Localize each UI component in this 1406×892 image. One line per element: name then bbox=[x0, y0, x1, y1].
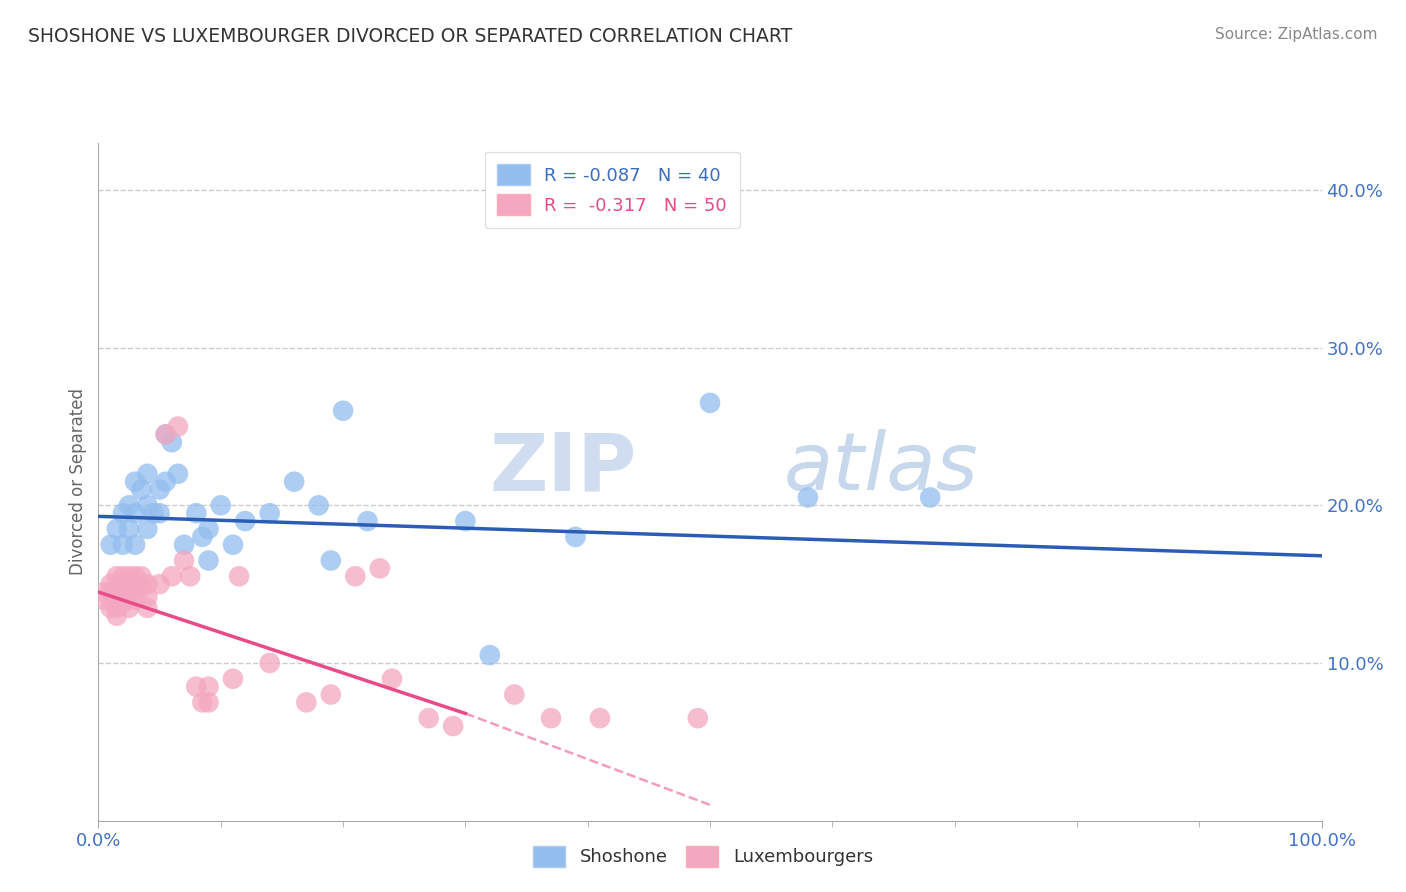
Point bbox=[118, 600, 141, 615]
Point bbox=[797, 491, 820, 505]
Point bbox=[136, 499, 159, 513]
Point bbox=[105, 608, 128, 623]
Legend: R = -0.087   N = 40, R =  -0.317   N = 50: R = -0.087 N = 40, R = -0.317 N = 50 bbox=[485, 152, 740, 227]
Point bbox=[155, 427, 177, 442]
Point bbox=[564, 530, 586, 544]
Point bbox=[186, 680, 208, 694]
Point bbox=[441, 719, 464, 733]
Point bbox=[344, 569, 367, 583]
Point bbox=[100, 585, 122, 599]
Point bbox=[356, 514, 378, 528]
Point bbox=[381, 672, 404, 686]
Point bbox=[167, 419, 190, 434]
Point bbox=[149, 577, 172, 591]
Point bbox=[105, 600, 128, 615]
Point bbox=[222, 538, 245, 552]
Point bbox=[699, 396, 721, 410]
Point bbox=[295, 695, 318, 709]
Point bbox=[100, 577, 122, 591]
Point bbox=[129, 569, 152, 583]
Point bbox=[259, 656, 281, 670]
Point bbox=[118, 499, 141, 513]
Point bbox=[124, 475, 146, 489]
Point bbox=[124, 593, 146, 607]
Point bbox=[920, 491, 942, 505]
Point bbox=[111, 596, 134, 610]
Point bbox=[228, 569, 250, 583]
Point bbox=[129, 580, 152, 594]
Point bbox=[105, 593, 128, 607]
Point bbox=[118, 569, 141, 583]
Point bbox=[136, 590, 159, 604]
Point bbox=[503, 688, 526, 702]
Point bbox=[179, 569, 201, 583]
Point bbox=[111, 569, 134, 583]
Point bbox=[118, 522, 141, 536]
Point bbox=[197, 522, 219, 536]
Point bbox=[686, 711, 709, 725]
Point bbox=[111, 585, 134, 599]
Point bbox=[197, 695, 219, 709]
Point bbox=[118, 577, 141, 591]
Point bbox=[233, 514, 256, 528]
Point bbox=[136, 600, 159, 615]
Text: atlas: atlas bbox=[783, 429, 979, 508]
Point bbox=[589, 711, 612, 725]
Point bbox=[197, 680, 219, 694]
Point bbox=[111, 577, 134, 591]
Point bbox=[155, 475, 177, 489]
Legend: Shoshone, Luxembourgers: Shoshone, Luxembourgers bbox=[526, 838, 880, 874]
Point bbox=[319, 553, 342, 567]
Point bbox=[186, 506, 208, 520]
Point bbox=[142, 506, 165, 520]
Point bbox=[259, 506, 281, 520]
Point bbox=[191, 530, 214, 544]
Point bbox=[124, 506, 146, 520]
Point bbox=[124, 538, 146, 552]
Point bbox=[197, 553, 219, 567]
Point bbox=[105, 522, 128, 536]
Text: SHOSHONE VS LUXEMBOURGER DIVORCED OR SEPARATED CORRELATION CHART: SHOSHONE VS LUXEMBOURGER DIVORCED OR SEP… bbox=[28, 27, 793, 45]
Point bbox=[160, 569, 183, 583]
Point bbox=[173, 553, 195, 567]
Point bbox=[105, 580, 128, 594]
Point bbox=[149, 483, 172, 497]
Point bbox=[100, 600, 122, 615]
Point bbox=[136, 522, 159, 536]
Point bbox=[93, 593, 115, 607]
Point bbox=[167, 467, 190, 481]
Point bbox=[283, 475, 305, 489]
Point bbox=[160, 435, 183, 450]
Point bbox=[540, 711, 562, 725]
Point bbox=[105, 569, 128, 583]
Point bbox=[319, 688, 342, 702]
Point bbox=[136, 577, 159, 591]
Point bbox=[100, 538, 122, 552]
Point bbox=[478, 648, 501, 662]
Point bbox=[111, 538, 134, 552]
Point bbox=[454, 514, 477, 528]
Point bbox=[149, 506, 172, 520]
Point bbox=[308, 499, 330, 513]
Point bbox=[124, 580, 146, 594]
Point bbox=[155, 427, 177, 442]
Text: Source: ZipAtlas.com: Source: ZipAtlas.com bbox=[1215, 27, 1378, 42]
Point bbox=[332, 403, 354, 417]
Point bbox=[191, 695, 214, 709]
Point bbox=[418, 711, 440, 725]
Text: ZIP: ZIP bbox=[489, 429, 637, 508]
Point bbox=[111, 506, 134, 520]
Point bbox=[136, 467, 159, 481]
Point bbox=[129, 483, 152, 497]
Point bbox=[209, 499, 232, 513]
Point bbox=[368, 561, 391, 575]
Point bbox=[124, 569, 146, 583]
Point bbox=[93, 585, 115, 599]
Y-axis label: Divorced or Separated: Divorced or Separated bbox=[69, 388, 87, 575]
Point bbox=[173, 538, 195, 552]
Point bbox=[118, 590, 141, 604]
Point bbox=[222, 672, 245, 686]
